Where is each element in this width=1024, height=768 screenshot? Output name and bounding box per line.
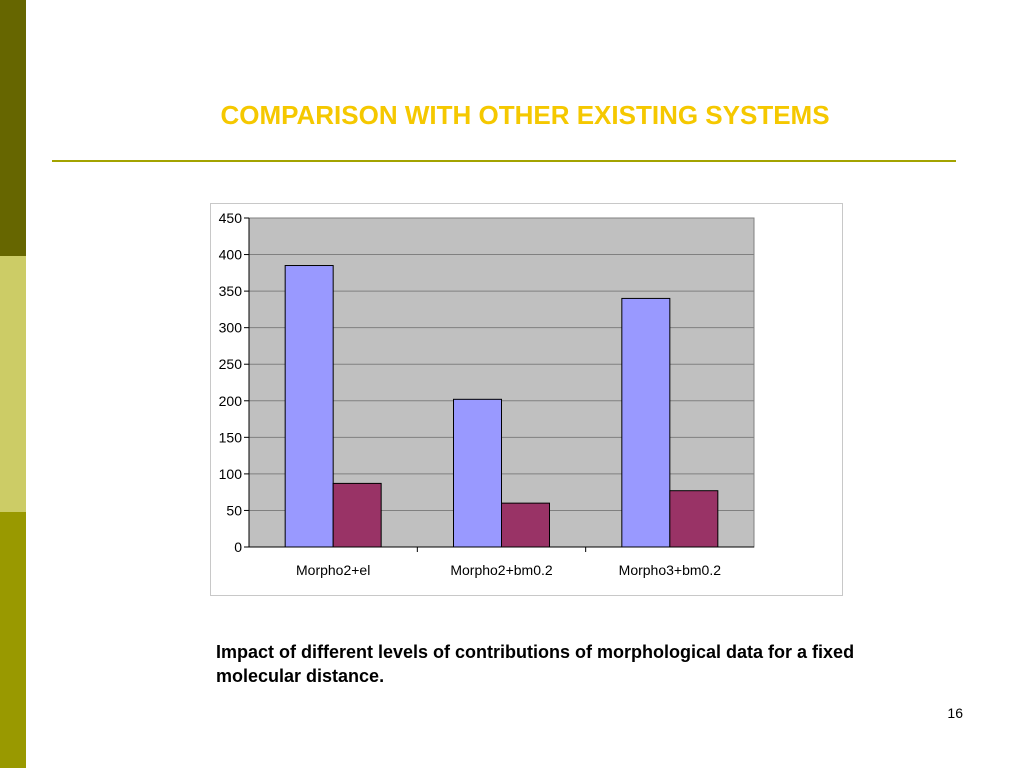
- bar: [453, 398, 502, 548]
- x-tick-label: Morpho2+el: [296, 562, 370, 578]
- bar-chart: 0 50 100 150 200 250 300 350 400 450 Morpho2+el Mor…: [219, 210, 755, 578]
- x-tick-label: Morpho2+bm0.2: [450, 562, 553, 578]
- bar: [284, 265, 334, 548]
- page-number: 16: [947, 705, 963, 721]
- sidebar-band-bottom: [0, 512, 26, 768]
- y-tick-label: 350: [219, 283, 243, 299]
- y-tick-label: 200: [219, 393, 243, 409]
- y-tick-label: 300: [219, 320, 243, 336]
- y-tick-label: 150: [219, 429, 243, 445]
- bar: [621, 297, 671, 548]
- y-tick-label: 250: [219, 356, 243, 372]
- slide-title: COMPARISON WITH OTHER EXISTING SYSTEMS: [220, 100, 830, 130]
- y-tick-label: 100: [219, 466, 243, 482]
- sidebar-band-top: [0, 0, 26, 256]
- y-tick-label: 400: [219, 247, 243, 263]
- chart-caption: Impact of different levels of contributi…: [216, 642, 855, 686]
- title-underline: [52, 160, 956, 162]
- chart-frame: 0 50 100 150 200 250 300 350 400 450 Morpho2+el Mor…: [210, 203, 843, 596]
- bar: [501, 502, 550, 548]
- y-tick-label: 0: [234, 539, 242, 555]
- bar: [669, 490, 719, 548]
- y-tick-label: 450: [219, 210, 243, 226]
- y-tick-label: 50: [226, 502, 242, 518]
- sidebar-band-middle: [0, 256, 26, 512]
- x-tick-label: Morpho3+bm0.2: [619, 562, 722, 578]
- bar: [332, 482, 382, 548]
